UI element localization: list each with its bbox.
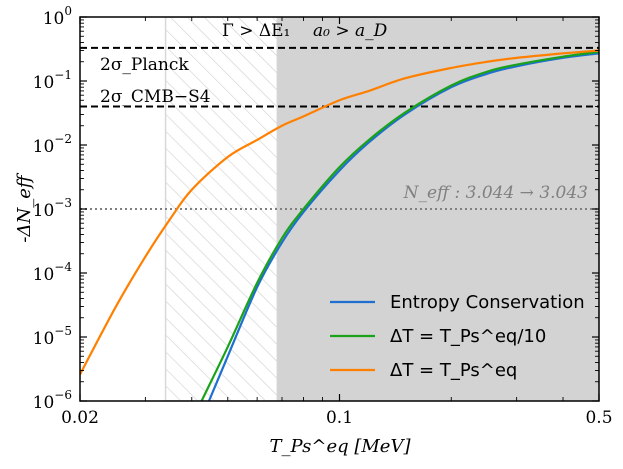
shaded-region-label: a₀ > a_D	[313, 21, 388, 41]
legend-label-dt: ΔT = T_Ps^eq	[390, 360, 517, 381]
legend-label-entropy: Entropy Conservation	[390, 292, 585, 313]
y-tick-label-3: 10−3	[33, 196, 72, 221]
y-axis-ticks: 10−6 10−5 10−4 10−3 10−2 10−1 100	[33, 4, 599, 413]
y-tick-label-1: 10−5	[33, 324, 72, 349]
x-tick-label-1: 0.1	[326, 408, 353, 428]
cmbs4-label: 2σ_CMB−S4	[100, 87, 211, 107]
y-axis-label: -ΔN_eff	[14, 172, 35, 242]
x-tick-label-0: 0.02	[61, 408, 99, 428]
legend: Entropy Conservation ΔT = T_Ps^eq/10 ΔT …	[330, 292, 585, 381]
x-tick-label-2: 0.5	[585, 408, 612, 428]
y-tick-label-4: 10−2	[33, 132, 72, 157]
x-axis-ticks: 0.02 0.1 0.5	[61, 17, 613, 428]
legend-label-dt10: ΔT = T_Ps^eq/10	[390, 326, 546, 347]
series-line-1	[200, 50, 599, 401]
y-tick-label-6: 100	[43, 4, 72, 29]
planck-label: 2σ_Planck	[100, 55, 189, 75]
series-lines	[80, 49, 599, 401]
y-tick-label-5: 10−1	[33, 68, 72, 93]
series-line-2	[80, 49, 599, 375]
neff-label: N_eff : 3.044 → 3.043	[403, 183, 588, 203]
y-tick-label-2: 10−4	[33, 260, 73, 285]
y-tick-label-0: 10−6	[33, 388, 72, 413]
series-line-0	[207, 52, 599, 401]
hatched-region-label: Γ > ΔE₁	[222, 21, 290, 41]
x-axis-label: T_Ps^eq [MeV]	[270, 436, 412, 457]
reference-lines	[80, 46, 599, 210]
